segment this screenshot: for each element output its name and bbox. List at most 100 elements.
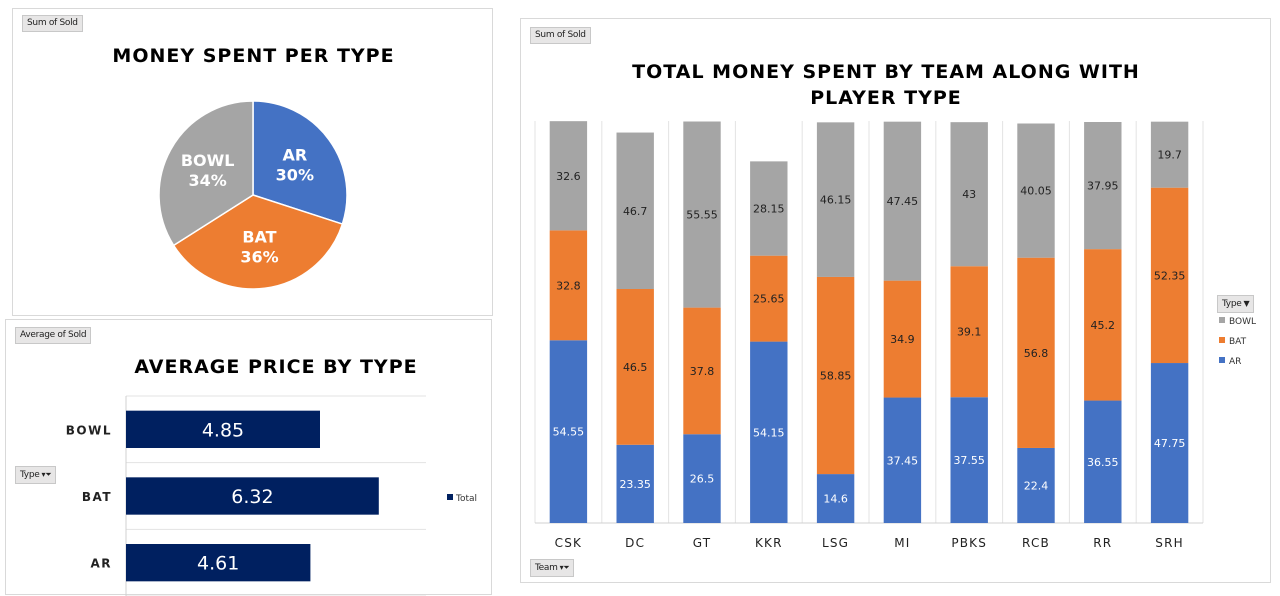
pie-slice-bat [172,194,344,290]
team-filter-button[interactable]: Team ▾⏷ [530,559,575,577]
team-category-label-lsg: LSG [822,536,849,550]
average-chart-title: AVERAGE PRICE BY TYPE [134,356,418,378]
team-bar-label-mi-bat: 34.9 [890,333,915,346]
team-bar-dc-bowl [616,132,654,290]
team-category-label-mi: MI [894,536,910,550]
pie-label-ar: AR [282,146,307,165]
team-category-label-dc: DC [625,536,645,550]
team-bar-srh-bowl [1150,121,1189,188]
team-sum-of-sold-field-button[interactable]: Sum of Sold [530,27,591,44]
team-bar-lsg-ar [816,474,855,523]
pie-percent-bowl: 34% [189,171,227,190]
team-bar-rr-bowl [1084,122,1122,250]
team-bar-label-lsg-bat: 58.85 [820,370,852,383]
avg-category-label-bowl: BOWL [66,423,112,437]
team-filter-label: Team [535,563,558,573]
team-bar-mi-ar [883,397,922,523]
team-bar-label-pbks-bowl: 43 [962,188,976,201]
team-bar-label-csk-ar: 54.55 [553,426,585,439]
team-bar-label-rcb-ar: 22.4 [1024,479,1049,492]
team-bar-csk-bat [549,230,588,341]
pie-chart-title: MONEY SPENT PER TYPE [112,45,395,67]
pie-slice-bowl [158,100,254,247]
team-bar-dc-ar [616,444,654,523]
team-bar-kkr-bat [750,255,788,342]
avg-category-label-bat: BAT [82,490,112,504]
team-category-label-rr: RR [1093,536,1112,550]
team-bar-label-gt-ar: 26.5 [690,473,715,486]
team-legend-swatch-bat [1219,337,1225,343]
team-bar-label-mi-bowl: 47.45 [887,195,919,208]
team-bar-lsg-bat [816,276,855,475]
team-bar-label-srh-bowl: 19.7 [1157,149,1182,162]
average-of-sold-field-button[interactable]: Average of Sold [15,327,92,344]
team-bar-label-rr-ar: 36.55 [1087,456,1119,469]
type-filter-label: Type [20,470,40,480]
team-bar-label-rcb-bat: 56.8 [1024,347,1049,360]
team-bar-label-rcb-bowl: 40.05 [1020,185,1052,198]
team-bar-label-rr-bat: 45.2 [1091,319,1116,332]
team-category-label-kkr: KKR [755,536,783,550]
team-stacked-bar-chart: 54.55 32.8 32.6 CSK 23.35 46.5 46.7 DC 26.5 37.8 5… [534,121,1256,550]
team-bar-label-csk-bowl: 32.6 [556,170,581,183]
team-bar-pbks-bat [950,266,988,398]
pie-label-bat: BAT [242,227,276,246]
team-bar-label-srh-ar: 47.75 [1154,437,1186,450]
pie-percent-bat: 36% [240,247,278,266]
team-stacked-panel: Sum of Sold TOTAL MONEY SPENT BY TEAM AL… [520,18,1271,583]
avg-category-label-ar: AR [90,557,112,571]
team-bar-label-csk-bat: 32.8 [556,279,581,292]
team-bar-label-kkr-bat: 25.65 [753,293,785,306]
team-bar-label-kkr-bowl: 28.15 [753,203,785,216]
team-bar-label-gt-bat: 37.8 [690,365,715,378]
filter-icon: ▾⏷ [41,470,52,479]
avg-bar-value-bowl: 4.85 [202,419,244,441]
team-bar-kkr-bowl [750,161,788,256]
team-bar-dc-bat [616,289,654,445]
team-bar-label-kkr-ar: 54.15 [753,426,785,439]
avg-bar-bowl [126,410,320,448]
team-bar-gt-bat [683,307,721,435]
team-bar-rcb-bowl [1017,123,1055,258]
avg-bar-bat [126,477,379,515]
team-bar-gt-ar [683,434,721,523]
team-bar-label-lsg-ar: 14.6 [823,493,848,506]
type-legend-header: Type [1222,299,1242,309]
team-bar-rcb-bat [1017,257,1055,448]
pie-slice-ar [252,100,348,225]
chevron-down-icon: ▼ [1243,299,1250,308]
sum-of-sold-field-button[interactable]: Sum of Sold [22,15,83,32]
team-bar-label-rr-bowl: 37.95 [1087,180,1119,193]
team-bar-label-gt-bowl: 55.55 [686,209,718,222]
team-category-label-csk: CSK [555,536,582,550]
type-legend-filter-button[interactable]: Type ▼ [1217,295,1255,313]
average-price-bar-chart: 4.85 BOWL 6.32 BAT 4.61 AR Total [66,395,477,596]
team-bar-csk-bowl [549,121,588,231]
team-category-label-rcb: RCB [1022,536,1050,550]
team-legend-swatch-bowl [1219,317,1225,323]
pie-chart-panel: Sum of Sold MONEY SPENT PER TYPE AR 30% BA… [12,8,493,316]
team-bar-label-lsg-bowl: 46.15 [820,194,852,207]
team-legend-swatch-ar [1219,357,1225,363]
team-bar-csk-ar [549,340,588,523]
team-legend-label-bowl: BOWL [1229,317,1256,327]
team-bar-label-dc-bat: 46.5 [623,361,648,374]
type-filter-button[interactable]: Type ▾⏷ [15,466,57,484]
team-bar-label-srh-bat: 52.35 [1154,269,1186,282]
team-bar-rr-ar [1084,400,1122,523]
team-legend-label-bat: BAT [1229,337,1247,347]
team-bar-gt-bowl [683,121,721,308]
team-bar-srh-ar [1150,363,1189,523]
team-category-label-srh: SRH [1155,536,1184,550]
team-bar-rcb-ar [1017,447,1055,523]
average-price-panel: Average of Sold AVERAGE PRICE BY TYPE Ty… [5,319,492,596]
team-bar-label-dc-bowl: 46.7 [623,205,648,218]
team-bar-label-pbks-bat: 39.1 [957,326,982,339]
team-category-label-pbks: PBKS [951,536,987,550]
avg-bar-value-ar: 4.61 [197,553,239,575]
team-bar-rr-bat [1084,249,1122,401]
avg-legend-swatch [447,494,453,500]
team-bar-kkr-ar [750,341,788,523]
team-bar-pbks-ar [950,397,988,523]
